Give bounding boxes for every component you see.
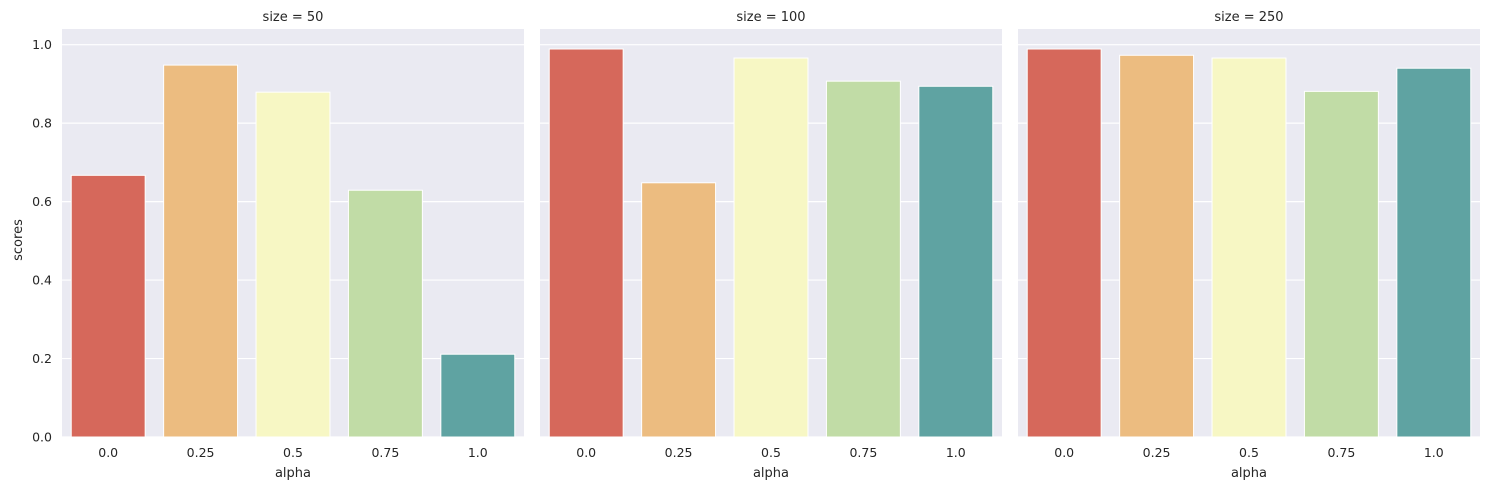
x-tick-label: 1.0 (946, 445, 966, 460)
y-tick-label: 0.2 (32, 351, 52, 366)
bar-0.0 (548, 48, 624, 438)
bar-0.0 (1026, 48, 1102, 438)
bar-0.25 (641, 182, 717, 438)
y-tick-label: 0.8 (32, 116, 52, 131)
x-tick-label: 0.0 (98, 445, 118, 460)
bar-0.5 (255, 91, 331, 438)
x-tick-label: 0.0 (1054, 445, 1074, 460)
x-tick-label: 0.75 (1327, 445, 1355, 460)
bar-0.75 (825, 80, 901, 438)
x-tick-label: 0.75 (371, 445, 399, 460)
y-axis-label: scores (11, 219, 26, 261)
x-axis-label: alpha (275, 466, 311, 481)
bar-0.0 (70, 174, 146, 438)
bar-0.75 (1303, 90, 1379, 438)
facet-panel-1: 0.0 0.25 0.5 0.75 1.0 0.0 0.2 0.4 0.6 0.8 1.0 alpha… (32, 10, 524, 481)
bar-0.25 (1119, 54, 1195, 438)
facet-panel-2: 0.0 0.25 0.5 0.75 1.0 alpha size = 100 (540, 10, 1002, 481)
x-tick-label: 0.25 (665, 445, 693, 460)
facet-title: size = 100 (736, 10, 805, 25)
x-tick-label: 0.0 (576, 445, 596, 460)
x-tick-label: 0.25 (1143, 445, 1171, 460)
bar-0.75 (347, 189, 423, 438)
facet-title: size = 50 (263, 10, 324, 25)
bar-0.5 (1211, 57, 1287, 438)
x-tick-label: 0.5 (283, 445, 303, 460)
facet-title: size = 250 (1214, 10, 1283, 25)
x-tick-label: 0.5 (1239, 445, 1259, 460)
x-tick-label: 1.0 (468, 445, 488, 460)
x-tick-label: 0.75 (849, 445, 877, 460)
bar-0.25 (163, 64, 239, 438)
bar-1.0 (918, 85, 994, 438)
y-tick-label: 0.0 (32, 430, 52, 445)
facet-panel-3: 0.0 0.25 0.5 0.75 1.0 alpha size = 250 (1018, 10, 1480, 481)
x-axis-label: alpha (1231, 466, 1267, 481)
x-tick-label: 0.25 (187, 445, 215, 460)
x-tick-label: 1.0 (1424, 445, 1444, 460)
bar-1.0 (1396, 67, 1472, 438)
y-tick-label: 1.0 (32, 37, 52, 52)
bar-0.5 (733, 57, 809, 438)
x-tick-label: 0.5 (761, 445, 781, 460)
x-axis-label: alpha (753, 466, 789, 481)
bar-1.0 (440, 353, 516, 438)
y-tick-label: 0.6 (32, 194, 52, 209)
y-tick-label: 0.4 (32, 273, 52, 288)
